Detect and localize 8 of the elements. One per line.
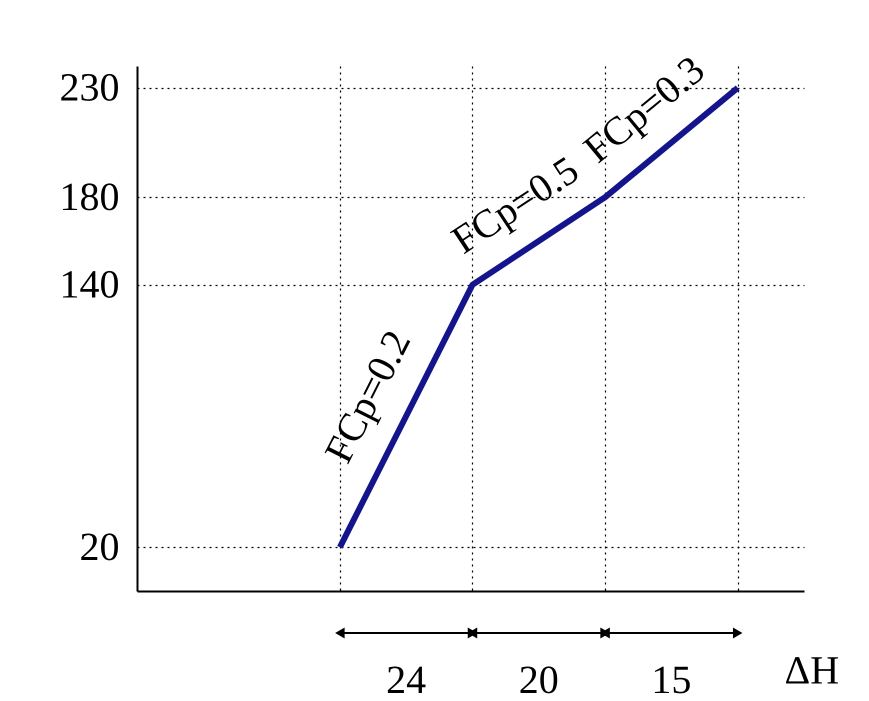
text: 20 [518,657,559,701]
x-axis-title: ΔH [784,648,840,692]
y-tick-label: 20 [80,524,120,569]
y-tick-label: 230 [60,64,120,110]
y-tick-label: 180 [60,174,120,219]
text: 15 [651,657,692,701]
y-tick-label: 140 [60,261,120,306]
text: 24 [386,657,426,701]
